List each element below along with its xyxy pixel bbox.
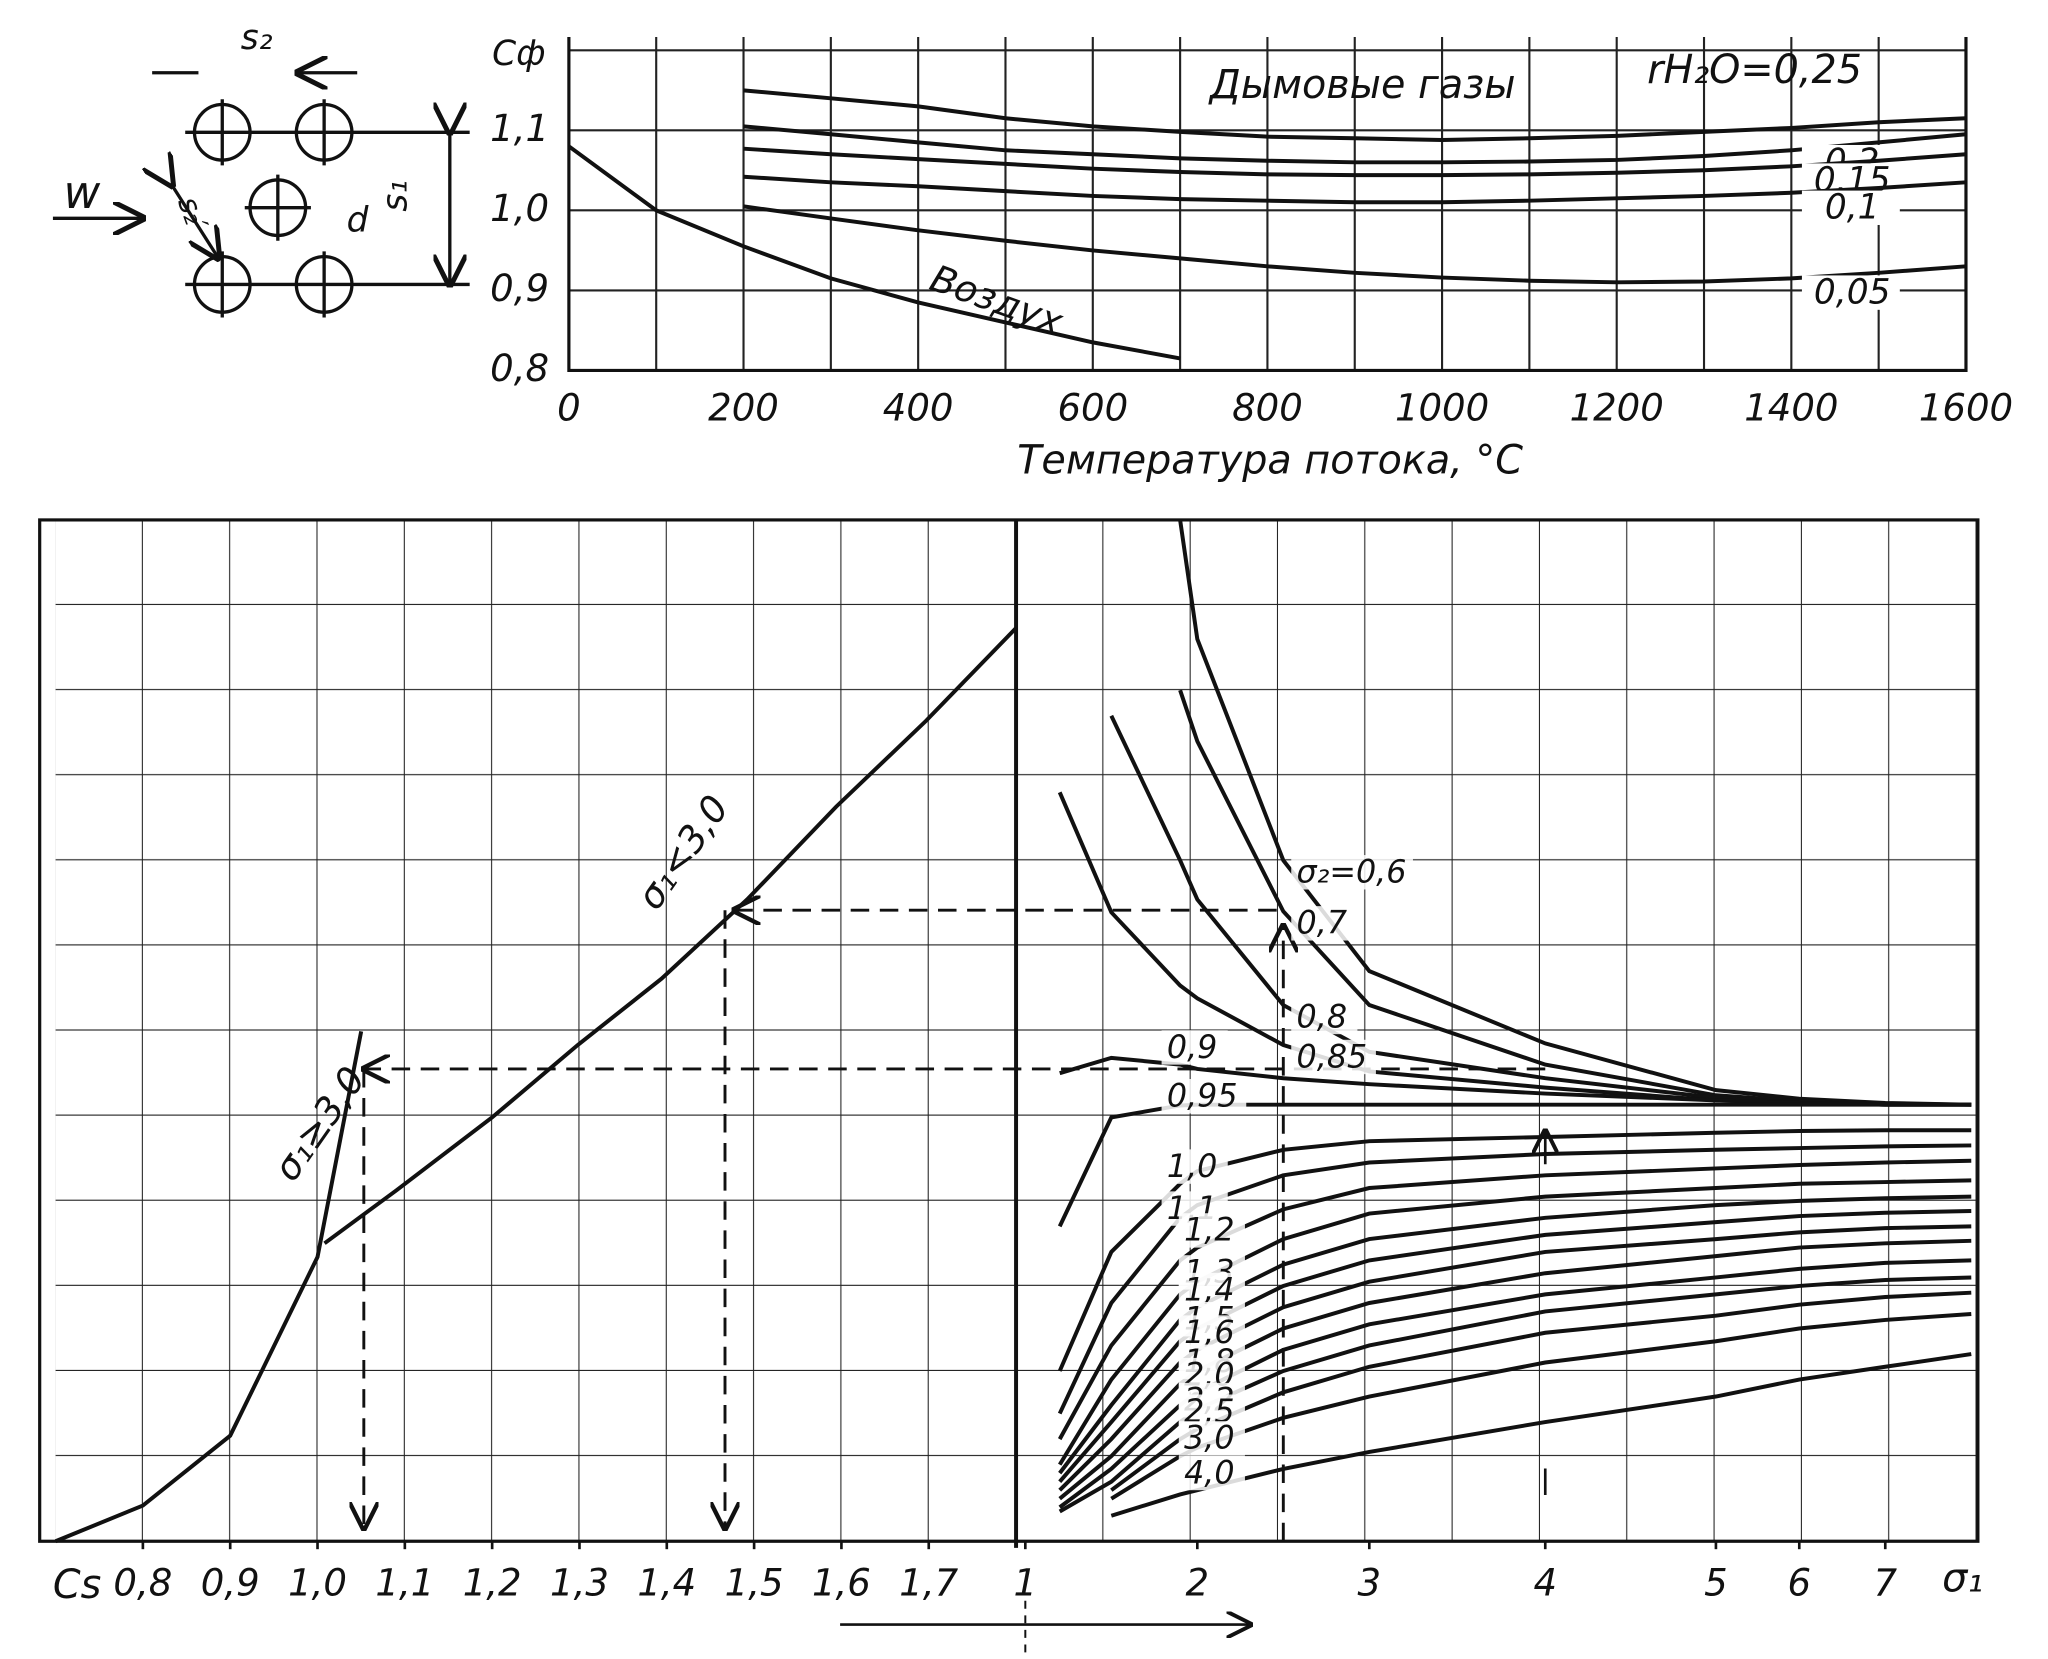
curve: [1057, 1158, 1972, 1441]
curve-label: 0,8: [1297, 999, 1348, 1035]
curve: [1057, 1128, 1972, 1372]
curve: [1057, 1143, 1972, 1415]
label-bg: [1291, 1039, 1376, 1075]
legend-label: rH₂O=0,25: [1647, 47, 1862, 93]
curve: [323, 626, 1018, 1245]
x-tick-label: 1,1: [375, 1561, 434, 1604]
x-tick-label: 1,4: [637, 1561, 696, 1604]
guide-lines: [364, 910, 1546, 1542]
diagram-label: s₂′: [171, 192, 215, 235]
label-bg: [1291, 906, 1358, 941]
legend-label: 0,05: [1814, 272, 1891, 312]
curve-label: 0,7: [1297, 906, 1348, 942]
x-tick-label: 5: [1704, 1561, 1728, 1604]
line-series: [743, 88, 1967, 142]
y-tick-label: 0,9: [490, 267, 549, 310]
x-tick-label: 4: [1533, 1561, 1557, 1604]
x-tick-label: 800: [1232, 387, 1303, 430]
x-tick-label: 6: [1787, 1561, 1811, 1604]
legend-label: 0,1: [1825, 188, 1880, 228]
y-axis-title: Сф: [492, 34, 545, 74]
curve-label: σ₂=0,6: [1297, 855, 1407, 891]
x-tick-label: 1,3: [550, 1561, 609, 1604]
label-bg: [1178, 1272, 1245, 1308]
x-tick-label: 1: [1014, 1561, 1038, 1604]
line-series: [743, 124, 1967, 165]
diagram-label: d: [347, 201, 369, 241]
curve: [1058, 1178, 1972, 1466]
curve-label: 3,0: [1184, 1421, 1235, 1457]
plot-frame: [38, 518, 1980, 1543]
label-bg: [1801, 190, 1900, 225]
label-bg: [1178, 1455, 1245, 1491]
x-tick-label: 0,8: [113, 1561, 172, 1604]
x-tick-label: 1,7: [899, 1561, 958, 1604]
label-bg: [1291, 855, 1413, 890]
label-bg: [1161, 1030, 1228, 1065]
tube-diagram: [52, 73, 470, 318]
x-tick-label: 7: [1873, 1561, 1897, 1604]
curve: [1058, 1194, 1972, 1475]
x-tick-label: 1000: [1395, 387, 1489, 430]
curve: [1058, 1258, 1972, 1509]
x-tick-label: 200: [708, 387, 779, 430]
x-tick-label: 3: [1358, 1561, 1382, 1604]
annotation: Дымовые газы: [1208, 62, 1516, 108]
curve: [1058, 1275, 1972, 1514]
x-tick-label: 0,9: [201, 1561, 260, 1604]
curve-label: 4,0: [1184, 1455, 1235, 1491]
diagram-label: w: [64, 166, 101, 219]
x-tick-label: 0: [557, 387, 581, 430]
y-tick-label: 1,0: [490, 187, 549, 230]
x-tick-label: 1400: [1744, 387, 1838, 430]
y-tick-label: 0,8: [490, 347, 549, 390]
curve: [1110, 1352, 1972, 1518]
line-series: [743, 204, 1967, 285]
curve-label: 0,85: [1297, 1039, 1368, 1075]
x-tick-label: 1200: [1570, 387, 1664, 430]
x-tick-label: 1,2: [463, 1561, 522, 1604]
label-bg: [1161, 1079, 1247, 1114]
curve-label: 1,2: [1184, 1213, 1235, 1249]
legend-label: Воздух: [925, 257, 1070, 345]
y-tick-label: 1,1: [490, 107, 549, 150]
diagram-label: s₂: [241, 18, 273, 58]
line-series: [743, 146, 1967, 178]
line-series: [567, 144, 1181, 361]
x-tick-label: 1,0: [288, 1561, 347, 1604]
x-axis-title: Cs: [53, 1562, 101, 1608]
curve: [1058, 1238, 1972, 1501]
curve: [54, 1031, 364, 1544]
curve: [1057, 1102, 1972, 1228]
curve-label: 1,0: [1167, 1149, 1218, 1185]
line-series: [743, 174, 1967, 205]
x-axis-title: Температура потока, °С: [1017, 438, 1523, 484]
curve-label: 0,9: [1167, 1030, 1218, 1066]
x-tick-label: 1,6: [812, 1561, 871, 1604]
x-axis-title: σ₁: [1942, 1555, 1983, 1601]
x-tick-label: 1,5: [725, 1561, 784, 1604]
label-bg: [1291, 999, 1358, 1035]
x-tick-label: 400: [883, 387, 954, 430]
curve: [1058, 1224, 1972, 1492]
x-tick-label: 2: [1186, 1561, 1210, 1604]
curve: [1058, 1209, 1972, 1484]
label-bg: [1178, 1315, 1245, 1350]
x-tick-label: 600: [1057, 387, 1128, 430]
label-bg: [1178, 1421, 1245, 1456]
curve-label: 0,95: [1167, 1079, 1238, 1115]
label-bg: [1801, 275, 1900, 310]
x-tick-label: 1600: [1919, 387, 2013, 430]
diagram-label: s₁: [375, 180, 415, 212]
label-bg: [1178, 1213, 1245, 1248]
axis: [567, 37, 1968, 373]
label-bg: [1161, 1149, 1228, 1184]
